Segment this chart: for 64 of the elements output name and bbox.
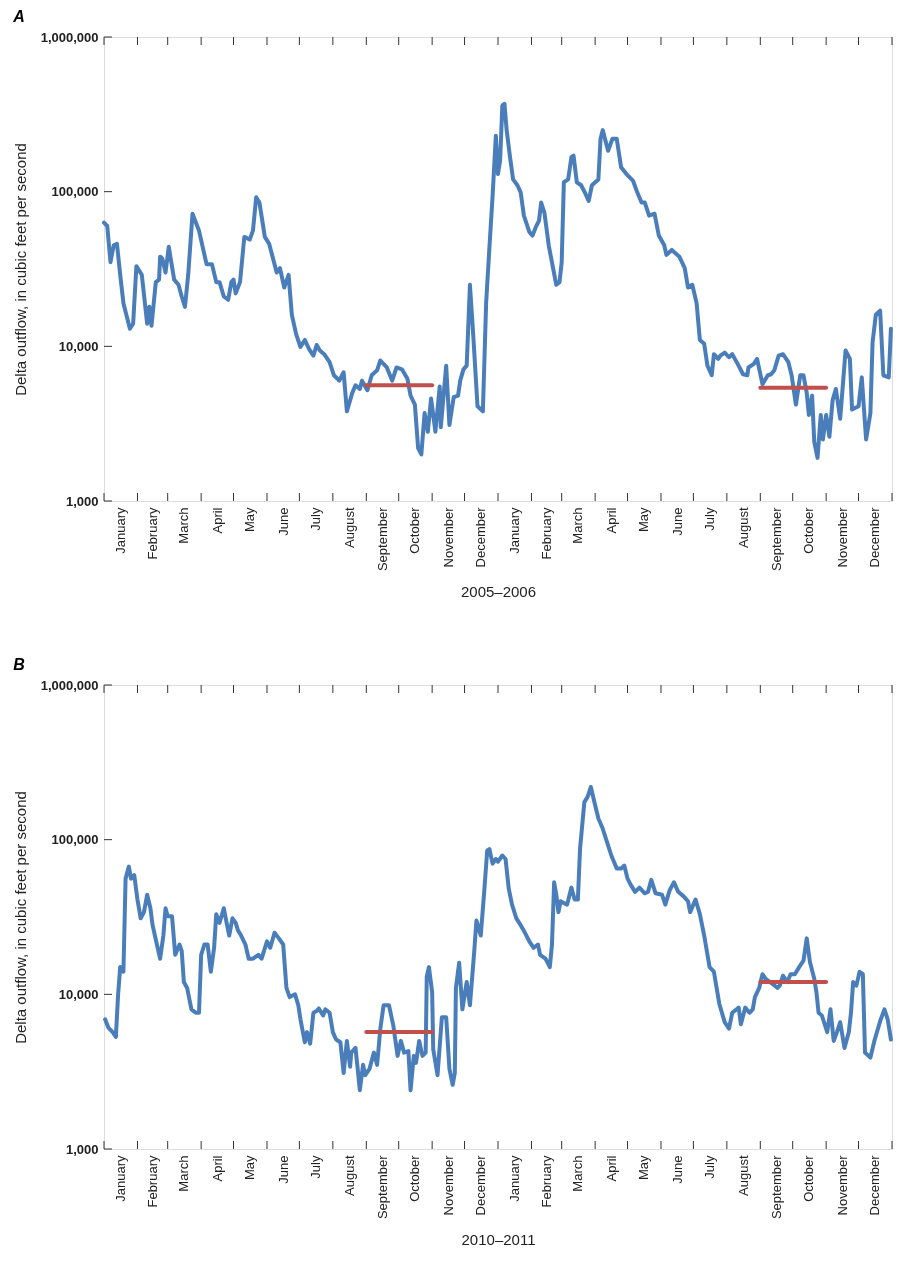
line-series [103, 785, 893, 1093]
x-tick-label: June [669, 1155, 685, 1184]
y-tick-label: 1,000,000 [40, 29, 99, 45]
x-tick-label: October [407, 1154, 423, 1202]
x-tick-label: July [308, 1155, 324, 1179]
x-tick-label: November [834, 506, 850, 568]
y-tick-label: 100,000 [51, 832, 99, 848]
x-tick-label: May [636, 507, 652, 533]
x-tick-label: November [440, 1154, 456, 1216]
x-tick-label: September [375, 1154, 390, 1220]
x-tick-label: February [539, 1155, 555, 1208]
x-tick-label: June [669, 507, 685, 536]
x-tick-label: May [636, 1155, 652, 1181]
x-tick-label: October [407, 506, 423, 554]
x-axis-title: 2005–2006 [460, 583, 537, 601]
x-tick-label: August [735, 1155, 751, 1196]
y-axis-title: Delta outflow, in cubic feet per second [11, 143, 29, 396]
x-tick-label: August [341, 507, 357, 548]
x-tick-label: December [473, 1154, 489, 1216]
y-tick-label: 1,000 [65, 1141, 99, 1157]
y-tick-label: 1,000,000 [40, 677, 99, 693]
x-tick-label: July [702, 507, 718, 531]
x-tick-label: September [769, 1154, 784, 1220]
x-tick-label: January [506, 1155, 522, 1202]
y-axis-title: Delta outflow, in cubic feet per second [11, 791, 29, 1044]
x-tick-label: August [341, 1155, 357, 1196]
x-tick-label: July [702, 1155, 718, 1179]
y-tick-label: 10,000 [58, 338, 99, 354]
x-tick-label: April [209, 1155, 225, 1182]
x-tick-label: March [176, 1155, 192, 1192]
x-tick-label: September [375, 506, 390, 572]
x-tick-label: December [473, 506, 489, 568]
y-tick-label: 100,000 [51, 184, 99, 200]
chart-title: B [13, 656, 25, 673]
x-tick-label: September [769, 506, 784, 572]
x-tick-label: April [603, 507, 619, 534]
y-tick-label: 10,000 [58, 986, 99, 1002]
x-axis-title: 2010–2011 [461, 1231, 536, 1249]
x-tick-label: March [570, 1155, 586, 1192]
chart-title: A [12, 8, 25, 25]
x-tick-label: December [867, 506, 883, 568]
line-series [102, 101, 893, 460]
x-tick-label: March [176, 507, 192, 544]
x-tick-label: April [209, 507, 225, 534]
x-tick-label: February [539, 507, 555, 560]
x-tick-label: June [275, 1155, 291, 1184]
x-tick-label: April [603, 1155, 619, 1182]
x-tick-label: October [801, 1154, 817, 1202]
x-tick-label: January [112, 507, 128, 554]
x-tick-label: December [867, 1154, 883, 1216]
x-tick-label: February [145, 1155, 161, 1208]
x-tick-label: June [275, 507, 291, 536]
x-tick-label: November [834, 1154, 850, 1216]
x-tick-label: January [112, 1155, 128, 1202]
x-tick-label: January [506, 507, 522, 554]
x-tick-label: February [145, 507, 161, 560]
y-tick-label: 1,000 [65, 493, 99, 509]
x-tick-label: July [308, 507, 324, 531]
x-tick-label: May [242, 1155, 258, 1181]
x-tick-label: October [801, 506, 817, 554]
x-tick-label: May [242, 507, 258, 533]
x-tick-label: March [570, 507, 586, 544]
x-tick-label: August [735, 507, 751, 548]
x-tick-label: November [440, 506, 456, 568]
